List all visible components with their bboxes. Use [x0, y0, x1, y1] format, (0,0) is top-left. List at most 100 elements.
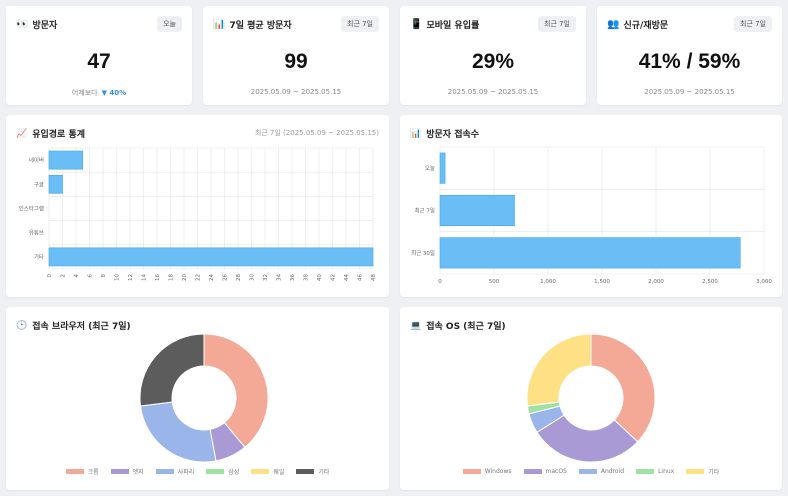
kpi-title: 모바일 유입률 — [426, 21, 480, 31]
bar-chart-icon: 📊 — [213, 19, 226, 30]
donut-slice — [536, 414, 639, 463]
legend-swatch — [523, 469, 542, 474]
card-title: 방문자 접속수 — [426, 130, 480, 140]
os-donut-chart — [526, 333, 656, 463]
x-tick-label: 6 — [88, 274, 94, 278]
bar — [439, 194, 515, 227]
card-title: 유입경로 통계 — [32, 130, 86, 140]
legend-swatch — [296, 469, 315, 474]
legend-label: macOS — [545, 468, 567, 475]
x-tick-label: 14 — [142, 274, 148, 281]
x-tick-label: 40 — [317, 274, 323, 281]
x-tick-label: 1,500 — [594, 279, 610, 285]
legend-item[interactable]: 크롬 — [65, 467, 99, 476]
delta-indicator: ▼ 40% — [101, 89, 127, 97]
browser-donut-chart — [139, 333, 269, 463]
donut-slice — [590, 333, 656, 443]
legend-swatch — [65, 469, 84, 474]
legend-label: 웨일 — [273, 469, 285, 476]
donut-slice — [203, 333, 269, 449]
legend-item[interactable]: Windows — [462, 467, 512, 476]
x-tick-label: 12 — [128, 274, 134, 281]
kpi-card-mobile-rate: 📱 모바일 유입률 최근 7일 29% 2025.05.09 ~ 2025.05.… — [400, 6, 586, 105]
os-chart-card: 💻 접속 OS (최근 7일) Windows macOS Android Linux 기… — [400, 307, 782, 490]
period-badge: 최근 7일 — [734, 16, 772, 32]
legend-item[interactable]: 엣지 — [110, 467, 144, 476]
legend-swatch — [578, 469, 597, 474]
legend-item[interactable]: 웨일 — [251, 467, 284, 476]
legend-label: 삼성 — [228, 469, 240, 476]
legend-item[interactable]: 기타 — [296, 467, 329, 476]
legend-swatch — [206, 469, 225, 474]
legend-swatch — [155, 469, 174, 474]
kpi-value: 47 — [87, 50, 111, 73]
x-tick-label: 0 — [438, 279, 442, 285]
legend-item[interactable]: 삼성 — [206, 467, 239, 476]
legend-item[interactable]: Android — [578, 467, 625, 476]
x-tick-label: 0 — [47, 274, 53, 278]
x-tick-label: 38 — [304, 274, 310, 281]
x-tick-label: 26 — [223, 274, 229, 281]
donut-slice — [139, 333, 205, 407]
x-tick-label: 30 — [250, 274, 256, 281]
category-label: 인스타그램 — [19, 205, 44, 213]
period-badge: 최근 7일 — [538, 16, 576, 32]
category-label: 네이버 — [29, 156, 44, 164]
chart-up-icon: 📈 — [16, 128, 28, 139]
x-tick-label: 44 — [344, 274, 350, 281]
x-tick-label: 2,000 — [648, 279, 664, 285]
x-tick-label: 18 — [169, 274, 175, 281]
legend-label: 사파리 — [177, 469, 195, 476]
users-icon: 👥 — [607, 19, 620, 30]
bar — [439, 152, 446, 184]
legend-item[interactable]: macOS — [523, 467, 567, 476]
category-label: 기타 — [34, 253, 44, 261]
period-badge: 오늘 — [157, 16, 182, 32]
x-tick-label: 28 — [236, 274, 242, 281]
bar — [439, 237, 741, 269]
kpi-title: 신규/재방문 — [623, 21, 669, 31]
bar — [48, 174, 63, 194]
x-tick-label: 24 — [209, 274, 215, 281]
legend-label: Windows — [484, 468, 512, 475]
x-tick-label: 32 — [263, 274, 269, 281]
legend-item[interactable]: 사파리 — [155, 467, 195, 476]
x-tick-label: 16 — [155, 274, 161, 281]
kpi-card-visitors: 👀 방문자 오늘 47 어제보다 ▼ 40% — [6, 6, 192, 105]
legend-item[interactable]: Linux — [636, 467, 674, 476]
bar — [48, 150, 84, 170]
x-tick-label: 34 — [277, 274, 283, 281]
x-tick-label: 10 — [115, 274, 121, 281]
x-tick-label: 3,000 — [756, 279, 772, 285]
x-tick-label: 22 — [196, 274, 202, 281]
x-tick-label: 20 — [182, 274, 188, 281]
bar — [48, 247, 374, 267]
referral-bar-chart: 0 2 4 6 8 10 12 14 16 18 20 22 24 26 28 30 32 34 36 38 40 42 4… — [19, 147, 377, 281]
kpi-title: 방문자 — [32, 21, 58, 31]
kpi-value: 99 — [284, 50, 308, 73]
laptop-icon: 💻 — [410, 320, 422, 331]
legend-swatch — [636, 469, 655, 474]
card-title: 접속 OS (최근 7일) — [426, 322, 506, 332]
x-tick-label: 500 — [489, 279, 500, 285]
mobile-phone-icon: 📱 — [410, 19, 423, 30]
x-tick-label: 36 — [290, 274, 296, 281]
legend-label: Android — [600, 468, 625, 475]
referral-chart-card: 📈 유입경로 통계 최근 7일 (2025.05.09 ~ 2025.05.15)… — [6, 115, 389, 297]
period-badge: 최근 7일 — [341, 16, 379, 32]
legend-label: 엣지 — [132, 469, 144, 476]
clock-icon: 🕑 — [16, 320, 28, 331]
kpi-value: 41% / 59% — [638, 50, 741, 73]
donut-slice — [526, 333, 592, 407]
legend-item[interactable]: 기타 — [686, 467, 719, 476]
x-tick-label: 2,500 — [702, 279, 718, 285]
date-range: 최근 7일 (2025.05.09 ~ 2025.05.15) — [254, 129, 379, 137]
x-tick-label: 1,000 — [540, 279, 556, 285]
legend-swatch — [251, 469, 270, 474]
x-tick-label: 4 — [74, 274, 80, 278]
legend-label: Linux — [658, 468, 675, 475]
legend-label: 크롬 — [87, 469, 99, 476]
browser-chart-card: 🕑 접속 브라우저 (최근 7일) 크롬 엣지 사파리 삼성 웨일 기타 — [6, 307, 389, 490]
chart-legend: 크롬 엣지 사파리 삼성 웨일 기타 — [6, 467, 389, 476]
